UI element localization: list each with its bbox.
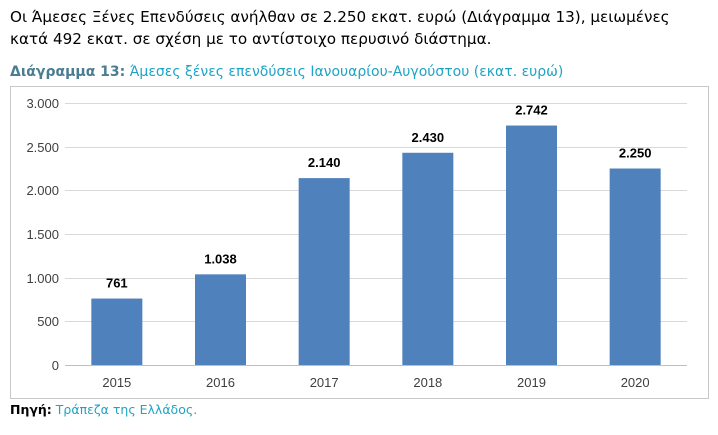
bar-2019: [506, 125, 557, 365]
y-tick-label: 2.500: [26, 140, 59, 155]
x-tick-label: 2020: [621, 375, 650, 390]
chart-caption: Διάγραμμα 13: Άμεσες ξένες επενδύσεις Ια…: [10, 63, 563, 81]
data-label-2020: 2.250: [619, 146, 652, 161]
y-tick-label: 500: [37, 314, 59, 329]
intro-paragraph: Οι Άμεσες Ξένες Επενδύσεις ανήλθαν σε 2.…: [10, 6, 714, 50]
intro-line-2: κατά 492 εκατ. σε σχέση με το αντίστοιχο…: [10, 30, 492, 48]
bar-2017: [298, 178, 350, 365]
source-text: Τράπεζα της Ελλάδος.: [55, 402, 198, 417]
y-tick-label: 0: [52, 358, 59, 373]
data-label-2016: 1.038: [204, 251, 237, 266]
chart-container: 0 500 1.000 1.500 2.000 2.500 3.000 761 2015 1.03…: [10, 86, 709, 399]
caption-title: Άμεσες ξένες επενδύσεις Ιανουαρίου-Αυγού…: [129, 64, 564, 80]
data-label-2019: 2.742: [515, 103, 548, 118]
x-tick-label: 2018: [413, 375, 442, 390]
x-tick-label: 2015: [102, 375, 131, 390]
caption-label: Διάγραμμα 13:: [10, 64, 126, 80]
data-label-2015: 761: [106, 276, 128, 291]
source-note: Πηγή: Τράπεζα της Ελλάδος.: [10, 402, 197, 418]
bar-chart: 0 500 1.000 1.500 2.000 2.500 3.000 761 2015 1.03…: [26, 96, 687, 390]
source-label: Πηγή:: [10, 402, 52, 417]
data-label-2017: 2.140: [308, 155, 341, 170]
x-tick-label: 2019: [517, 375, 546, 390]
bar-2018: [402, 152, 454, 365]
data-label-2018: 2.430: [412, 130, 445, 145]
intro-line-1: Οι Άμεσες Ξένες Επενδύσεις ανήλθαν σε 2.…: [10, 8, 670, 26]
bar-2016: [195, 274, 246, 365]
y-tick-label: 1.000: [26, 271, 59, 286]
y-tick-label: 1.500: [26, 227, 59, 242]
bar-2015: [91, 298, 143, 365]
y-tick-label: 2.000: [26, 183, 59, 198]
y-tick-label: 3.000: [26, 96, 59, 111]
x-tick-label: 2016: [206, 375, 235, 390]
x-tick-label: 2017: [310, 375, 339, 390]
bar-2020: [609, 168, 661, 365]
